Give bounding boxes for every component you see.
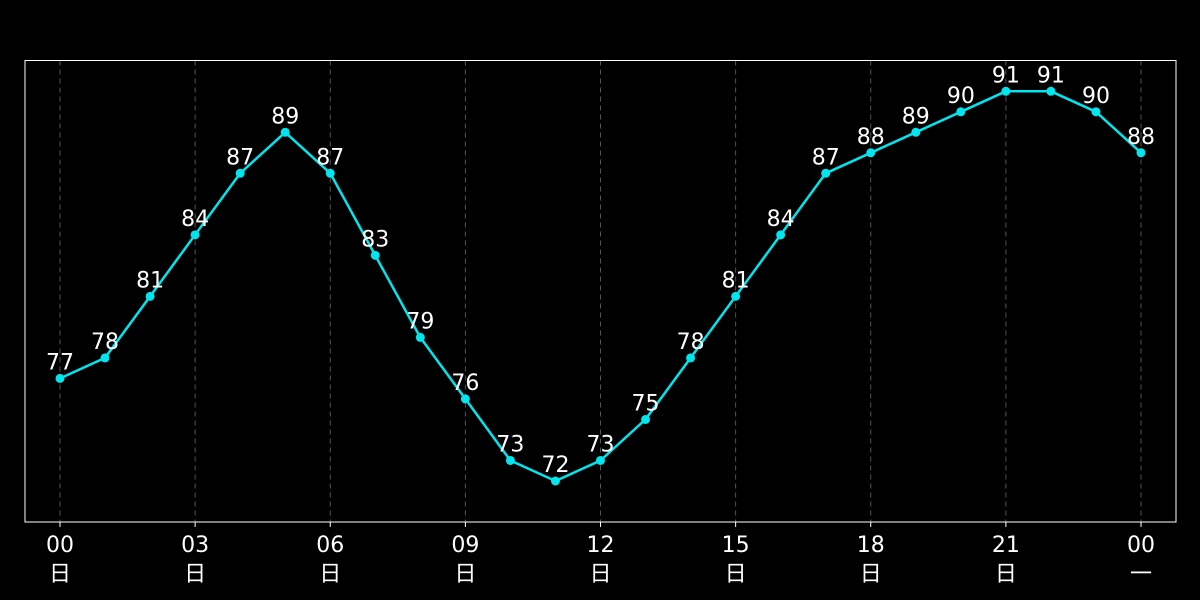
x-axis-ticks: 00 日 03 日 06 日 09 日 12 日 15 日 18 日 21 日 00 一 bbox=[46, 522, 1155, 587]
x-tick-time-label: 15 bbox=[722, 533, 750, 558]
data-point bbox=[145, 291, 155, 301]
vertical-gridlines bbox=[59, 60, 1142, 522]
data-point bbox=[1001, 86, 1011, 96]
data-label: 77 bbox=[46, 350, 74, 375]
data-label: 88 bbox=[1127, 125, 1155, 150]
data-label: 75 bbox=[632, 391, 660, 416]
data-label: 89 bbox=[902, 104, 930, 129]
x-tick-time-label: 06 bbox=[316, 533, 344, 558]
data-point bbox=[596, 455, 605, 465]
x-tick-time-label: 00 bbox=[1127, 533, 1155, 558]
data-label: 81 bbox=[722, 268, 750, 293]
x-tick-time-label: 18 bbox=[857, 533, 885, 558]
data-label: 87 bbox=[226, 145, 254, 170]
data-point bbox=[866, 148, 876, 158]
data-point bbox=[460, 394, 470, 404]
data-point bbox=[550, 476, 560, 486]
data-point bbox=[280, 127, 290, 137]
data-point bbox=[776, 230, 786, 240]
x-tick-day-label: 日 bbox=[995, 562, 1017, 587]
data-label: 78 bbox=[91, 330, 119, 355]
data-label: 84 bbox=[181, 207, 209, 232]
x-tick-day-label: 日 bbox=[184, 562, 206, 587]
data-label: 90 bbox=[1082, 84, 1110, 109]
data-label: 73 bbox=[587, 432, 615, 457]
data-label: 78 bbox=[677, 330, 705, 355]
x-tick-time-label: 09 bbox=[451, 533, 479, 558]
data-labels: 77 78 81 84 87 89 87 83 79 76 73 72 73 75 78 81 84 87 88 89… bbox=[46, 63, 1155, 478]
x-tick-day-label: 日 bbox=[860, 562, 882, 587]
series-markers bbox=[55, 86, 1146, 486]
x-tick-day-label: 日 bbox=[49, 562, 71, 587]
x-tick-day-label: 日 bbox=[725, 562, 747, 587]
x-tick-day-label: 日 bbox=[589, 562, 611, 587]
data-point bbox=[370, 250, 380, 260]
data-point bbox=[505, 455, 515, 465]
data-label: 79 bbox=[406, 309, 434, 334]
data-label: 87 bbox=[812, 145, 840, 170]
data-point bbox=[325, 168, 335, 178]
data-label: 76 bbox=[451, 371, 479, 396]
data-label: 72 bbox=[541, 453, 569, 478]
data-point bbox=[911, 127, 921, 137]
data-label: 81 bbox=[136, 268, 164, 293]
data-point bbox=[731, 291, 741, 301]
data-label: 89 bbox=[271, 104, 299, 129]
data-label: 91 bbox=[992, 63, 1020, 88]
data-point bbox=[956, 107, 966, 117]
x-tick-day-label: 一 bbox=[1130, 562, 1152, 587]
data-point bbox=[415, 332, 425, 342]
data-point bbox=[55, 373, 65, 383]
x-tick-time-label: 00 bbox=[46, 533, 74, 558]
data-point bbox=[821, 168, 831, 178]
x-tick-day-label: 日 bbox=[454, 562, 476, 587]
data-point bbox=[1136, 148, 1146, 158]
data-point bbox=[1091, 107, 1101, 117]
data-label: 87 bbox=[316, 145, 344, 170]
data-label: 90 bbox=[947, 84, 975, 109]
data-label: 88 bbox=[857, 125, 885, 150]
x-tick-day-label: 日 bbox=[319, 562, 341, 587]
data-label: 84 bbox=[767, 207, 795, 232]
data-label: 91 bbox=[1037, 63, 1065, 88]
data-point bbox=[190, 230, 200, 240]
data-label: 83 bbox=[361, 227, 389, 252]
data-point bbox=[100, 353, 110, 363]
x-tick-time-label: 21 bbox=[992, 533, 1020, 558]
data-point bbox=[1046, 86, 1056, 96]
data-point bbox=[641, 414, 651, 424]
data-point bbox=[686, 353, 696, 363]
x-tick-time-label: 03 bbox=[181, 533, 209, 558]
data-label: 73 bbox=[496, 432, 524, 457]
x-tick-time-label: 12 bbox=[587, 533, 615, 558]
data-point bbox=[235, 168, 245, 178]
